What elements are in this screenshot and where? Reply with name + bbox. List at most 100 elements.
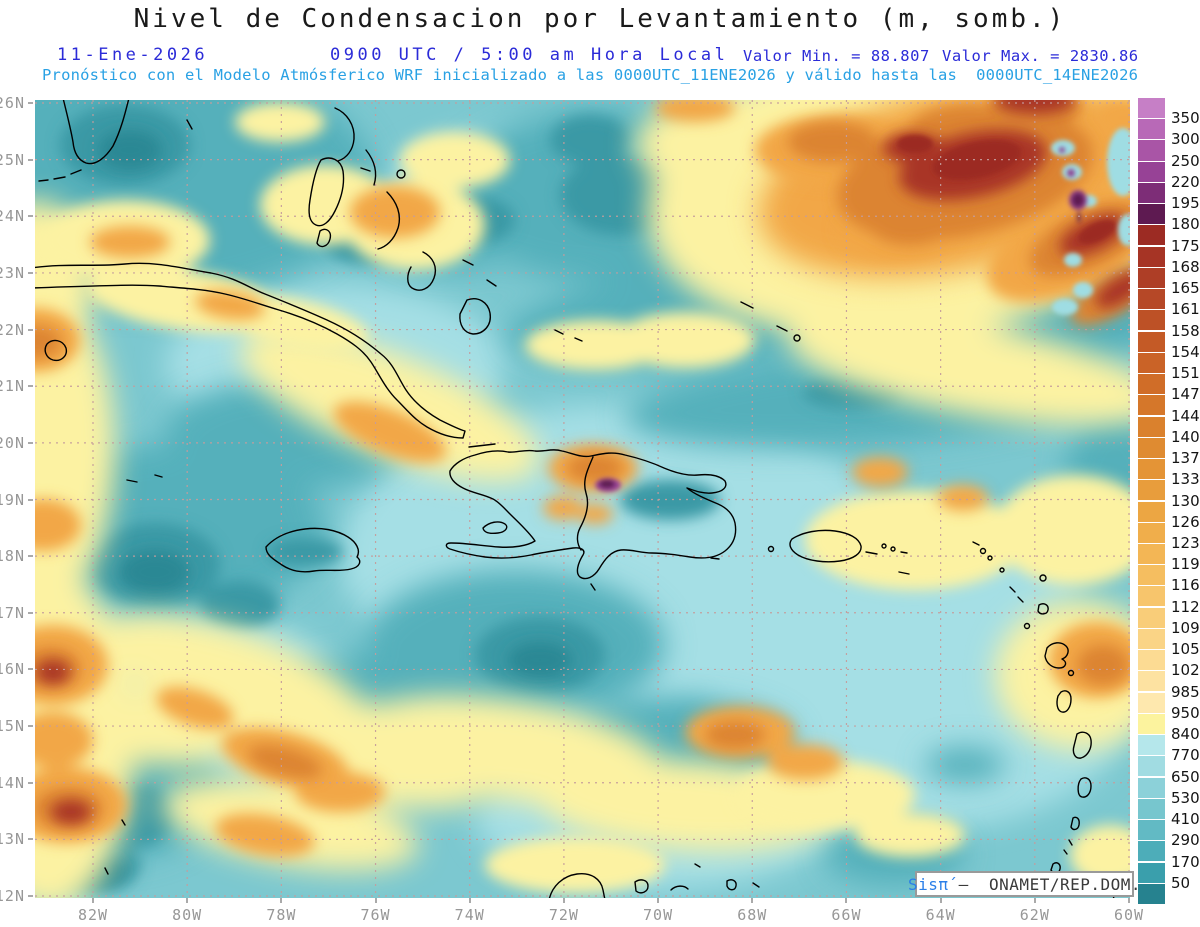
lat-label-23N: 23N [0, 263, 25, 282]
colorbar-segment-21 [1138, 543, 1165, 564]
colorbar-segment-13 [1138, 374, 1165, 395]
colorbar-level-985: 985 [1171, 682, 1200, 701]
lat-tick [28, 102, 33, 104]
colorbar-level-3500: 3500 [1171, 109, 1200, 128]
colorbar-level-530: 530 [1171, 788, 1200, 807]
cayman-islands [126, 474, 163, 483]
lat-tick [28, 215, 33, 218]
colorbar-segment-2 [1138, 140, 1165, 161]
colorbar-segment-12 [1138, 352, 1165, 373]
lat-tick [28, 611, 33, 614]
colorbar-level-1800: 1800 [1171, 215, 1200, 234]
lat-tick [28, 555, 33, 558]
lon-label-70W: 70W [643, 906, 674, 924]
colorbar-level-50: 50 [1171, 873, 1191, 892]
colorbar-segment-3 [1138, 161, 1165, 182]
lon-label-64W: 64W [925, 906, 956, 924]
lon-label-78W: 78W [266, 906, 297, 924]
value-min-label: Valor Min. = 88.807 [743, 47, 930, 65]
colorbar-segment-5 [1138, 204, 1165, 225]
colorbar-segment-28 [1138, 692, 1165, 713]
colorbar-segment-35 [1138, 841, 1165, 862]
watermark-brand: Sisπ́ [907, 874, 949, 894]
gridlines [35, 100, 1130, 898]
lat-label-13N: 13N [0, 830, 25, 849]
colorbar-segment-15 [1138, 416, 1165, 437]
lat-tick [28, 385, 33, 388]
watermark-box: Sisπ́ – ONAMET/REP.DOM. [908, 871, 1141, 897]
lon-tick [468, 898, 471, 903]
colorbar-level-1545: 1545 [1171, 342, 1200, 361]
lon-tick [939, 898, 942, 903]
lat-label-14N: 14N [0, 773, 25, 792]
lon-label-68W: 68W [737, 906, 768, 924]
colorbar-segment-29 [1138, 713, 1165, 734]
colorbar-segment-34 [1138, 820, 1165, 841]
lon-tick [845, 898, 848, 903]
colorbar-segment-31 [1138, 756, 1165, 777]
lcl-field-purple-maxima [595, 147, 1087, 492]
colorbar-segment-10 [1138, 310, 1165, 331]
colorbar-level-290: 290 [1171, 831, 1200, 850]
lat-label-26N: 26N [0, 94, 25, 112]
lon-label-62W: 62W [1019, 906, 1050, 924]
colorbar-segment-33 [1138, 798, 1165, 819]
colorbar-segment-17 [1138, 459, 1165, 480]
lat-tick [28, 725, 33, 728]
colorbar-segment-19 [1138, 501, 1165, 522]
lcl-field-dark-red [897, 135, 1116, 244]
watermark-org: – ONAMET/REP.DOM. [948, 874, 1142, 894]
valid-time: 0900 UTC / 5:00 am Hora Local [330, 45, 729, 65]
colorbar-segment-16 [1138, 437, 1165, 458]
lat-label-20N: 20N [0, 433, 25, 452]
colorbar-segment-30 [1138, 735, 1165, 756]
lat-label-21N: 21N [0, 377, 25, 396]
colorbar-level-1300: 1300 [1171, 491, 1200, 510]
lat-label-22N: 22N [0, 320, 25, 339]
colorbar-segment-8 [1138, 267, 1165, 288]
colorbar-level-1510: 1510 [1171, 364, 1200, 383]
gonave-island [482, 521, 508, 535]
lat-tick [28, 328, 33, 331]
forecast-description: Pronóstico con el Modelo Atmósferico WRF… [42, 66, 1139, 84]
colorbar-level-1475: 1475 [1171, 385, 1200, 404]
colorbar-level-1685: 1685 [1171, 257, 1200, 276]
lat-tick [28, 158, 33, 161]
colorbar-segment-6 [1138, 225, 1165, 246]
isla-juventud [44, 339, 68, 362]
colorbar-level-1440: 1440 [1171, 406, 1200, 425]
colorbar-level-410: 410 [1171, 810, 1200, 829]
colorbar-segment-37 [1138, 883, 1165, 904]
page-title: Nivel de Condensacion por Levantamiento … [133, 4, 1067, 34]
colorbar-level-650: 650 [1171, 767, 1200, 786]
colorbar-level-1160: 1160 [1171, 576, 1200, 595]
colorbar-level-170: 170 [1171, 852, 1200, 871]
colorbar-level-1370: 1370 [1171, 449, 1200, 468]
colorbar-segment-23 [1138, 586, 1165, 607]
haiti-dr-border [576, 456, 594, 551]
lon-label-82W: 82W [77, 906, 109, 924]
jamaica-coastline [265, 527, 361, 573]
colorbar-labels: 3500 3000 2500 2200 1950 1800 1750 1685 1650 1615… [1171, 98, 1200, 905]
lat-tick [28, 668, 33, 671]
colorbar-segment-11 [1138, 331, 1165, 352]
latitude-axis: 26N 25N 24N 23N 22N 21N 20N 19N 18N 17N 16N 15N 14N 1… [0, 94, 34, 905]
colorbar-segment-22 [1138, 565, 1165, 586]
lon-tick [562, 898, 565, 903]
lat-label-12N: 12N [0, 887, 25, 905]
colorbar-level-1650: 1650 [1171, 279, 1200, 298]
colorbar-segment-18 [1138, 480, 1165, 501]
value-max-label: Valor Max. = 2830.86 [942, 47, 1139, 65]
lon-label-66W: 66W [831, 906, 862, 924]
valid-date: 11-Ene-2026 [57, 45, 209, 65]
lon-tick [657, 898, 660, 903]
longitude-axis: 82W 80W 78W 76W 74W 72W 70W 68W 66W 64W 62W 60W [35, 898, 1143, 926]
colorbar-segment-4 [1138, 182, 1165, 203]
lon-label-80W: 80W [172, 906, 203, 924]
lat-label-19N: 19N [0, 490, 25, 509]
colorbar-level-3000: 3000 [1171, 130, 1200, 149]
lat-tick [28, 895, 33, 897]
tortuga-saona-beata [468, 443, 720, 591]
lat-tick [28, 441, 33, 444]
